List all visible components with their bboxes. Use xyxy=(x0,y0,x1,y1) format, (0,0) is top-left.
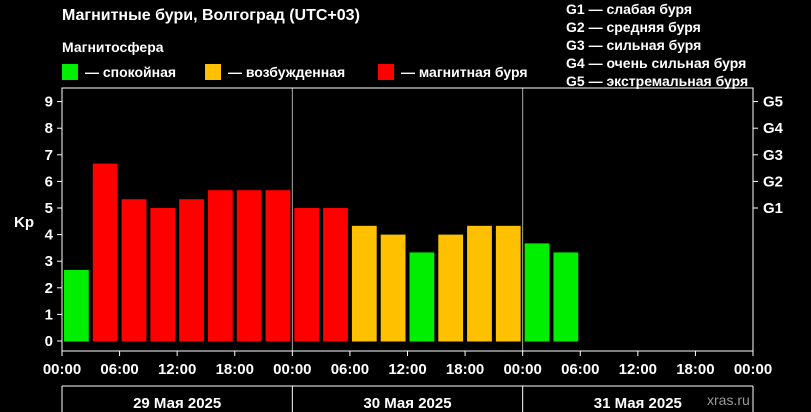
y-tick-label: 9 xyxy=(45,94,53,111)
chart-title: Магнитные бури, Волгоград (UTC+03) xyxy=(62,7,360,24)
x-tick-label: 00:00 xyxy=(273,361,311,378)
x-tick-label: 12:00 xyxy=(158,361,196,378)
x-tick-label: 12:00 xyxy=(619,361,657,378)
legend-swatch-quiet xyxy=(62,64,78,80)
day-label: 29 Мая 2025 xyxy=(133,395,221,412)
y-tick-label: 8 xyxy=(45,120,53,137)
x-tick-label: 18:00 xyxy=(446,361,484,378)
kp-bar xyxy=(121,199,147,342)
day-label: 31 Мая 2025 xyxy=(594,395,682,412)
source-label: xras.ru xyxy=(707,392,750,408)
y-tick-label: 1 xyxy=(45,306,53,323)
x-tick-label: 00:00 xyxy=(503,361,541,378)
legend-label-storm: — магнитная буря xyxy=(401,64,528,80)
kp-bar xyxy=(438,234,464,342)
g-level-label: G3 xyxy=(763,147,783,164)
legend-label-disturbed: — возбужденная xyxy=(228,64,345,80)
legend-swatch-storm xyxy=(378,64,394,80)
g-level-label: G2 xyxy=(763,173,783,190)
x-tick-label: 06:00 xyxy=(561,361,599,378)
storm-scale-g2: G2 — средняя буря xyxy=(566,19,701,35)
chart-subtitle: Магнитосфера xyxy=(62,39,164,55)
kp-bar xyxy=(265,190,291,342)
storm-scale-g3: G3 — сильная буря xyxy=(566,37,701,53)
x-tick-label: 06:00 xyxy=(100,361,138,378)
x-tick-label: 18:00 xyxy=(676,361,714,378)
y-tick-label: 4 xyxy=(45,227,54,244)
kp-bar xyxy=(150,208,176,342)
legend: — спокойная — возбужденная — магнитная б… xyxy=(62,64,528,80)
plot-area: 0 1 2 3 4 5 6 7 8 9 G1 G2 G3 G4 G5 00:00 06:00 12:00 18:00… xyxy=(43,87,784,412)
x-tick-label: 00:00 xyxy=(734,361,772,378)
kp-bar xyxy=(236,190,262,342)
kp-bar xyxy=(467,225,492,342)
g-level-label: G1 xyxy=(763,200,783,217)
y-axis-label: Kp xyxy=(14,214,34,231)
kp-bar xyxy=(380,234,406,342)
kp-bar xyxy=(207,190,233,342)
legend-swatch-disturbed xyxy=(205,64,221,80)
kp-bar xyxy=(351,225,377,342)
kp-bar xyxy=(553,252,579,342)
x-tick-label: 06:00 xyxy=(331,361,369,378)
day-label: 30 Мая 2025 xyxy=(363,395,451,412)
storm-scale-legend: G1 — слабая буря G2 — средняя буря G3 — … xyxy=(566,1,748,89)
storm-scale-g4: G4 — очень сильная буря xyxy=(566,55,746,71)
g-level-label: G5 xyxy=(763,94,783,111)
kp-bar xyxy=(294,208,320,342)
g-level-label: G4 xyxy=(763,120,784,137)
kp-bar xyxy=(64,269,89,342)
storm-scale-g1: G1 — слабая буря xyxy=(566,1,692,17)
storm-scale-g5: G5 — экстремальная буря xyxy=(566,73,748,89)
kp-bar xyxy=(409,252,435,342)
y-tick-label: 3 xyxy=(45,253,53,270)
legend-label-quiet: — спокойная xyxy=(85,64,176,80)
kp-bar xyxy=(524,243,550,342)
x-tick-label: 12:00 xyxy=(388,361,426,378)
kp-bar xyxy=(179,199,204,342)
y-tick-label: 7 xyxy=(45,147,53,164)
y-tick-label: 2 xyxy=(45,280,53,297)
y-tick-label: 0 xyxy=(45,333,53,350)
kp-bar xyxy=(495,225,521,342)
y-tick-label: 6 xyxy=(45,173,53,190)
x-tick-label: 18:00 xyxy=(216,361,254,378)
y-tick-label: 5 xyxy=(45,200,53,217)
kp-bar xyxy=(323,208,348,342)
x-tick-label: 00:00 xyxy=(43,361,81,378)
kp-bar xyxy=(92,163,118,342)
